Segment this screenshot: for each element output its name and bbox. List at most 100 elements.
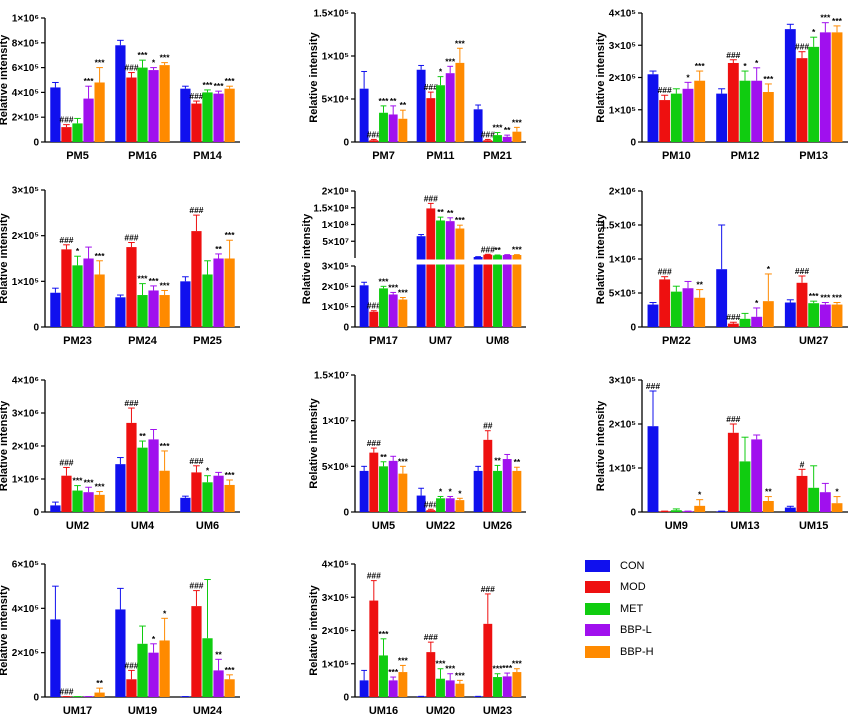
p9-bar-um13-mod (727, 432, 739, 512)
p1-significance-mark: *** (160, 53, 171, 63)
p10-significance-mark: ** (215, 649, 222, 659)
p8-x-label-um22: UM22 (426, 520, 455, 532)
p9-significance-mark: ### (726, 414, 740, 424)
legend-swatch-met (585, 602, 610, 615)
p10-y-axis-title: Relative intensity (0, 584, 10, 675)
p10-bar-um24-bbp-l (213, 670, 224, 697)
p3-y-tick-label: 3×10⁵ (609, 41, 637, 52)
p7-bar-um4-mod (126, 422, 137, 512)
p11-significance-mark: *** (379, 629, 390, 639)
p6-significance-mark: * (755, 298, 759, 308)
p4-significance-mark: *** (160, 280, 171, 290)
p5-significance-mark: *** (379, 276, 390, 286)
p6-significance-mark: ### (726, 312, 740, 322)
p6-y-tick-label: 0 (630, 323, 636, 334)
p4-significance-mark: ### (189, 205, 203, 215)
p3-bar-pm10-bbp-l (682, 88, 694, 142)
p2-bar-pm21-bbp-h (512, 131, 522, 142)
legend-swatch-mod (585, 581, 610, 594)
p5-significance-mark: *** (398, 288, 409, 298)
p3-x-label-pm13: PM13 (799, 150, 828, 162)
p7-x-label-um6: UM6 (196, 520, 219, 532)
p3-bar-pm10-bbp-h (694, 80, 706, 142)
legend-label-mod: MOD (620, 581, 646, 594)
p11-bar-um20-mod (426, 652, 436, 697)
p1-y-axis-title: Relative intensity (0, 34, 10, 125)
p6-bar-pm22-con (647, 304, 659, 327)
p5-bar-um7-bbp-l (445, 221, 455, 327)
p1-x-label-pm16: PM16 (128, 150, 157, 162)
p4-significance-mark: ** (215, 244, 222, 254)
p7-bar-um2-mod (61, 475, 72, 512)
p3-significance-mark: *** (763, 74, 774, 84)
p2-bar-pm7-mod (369, 140, 379, 142)
p2-significance-mark: ### (424, 82, 438, 92)
p7-bar-um2-bbp-l (83, 492, 94, 512)
p1-significance-mark: ### (124, 63, 138, 73)
p9-y-axis-title: Relative intensity (595, 400, 607, 491)
p8-significance-mark: * (458, 488, 462, 498)
p11-significance-mark: ### (481, 584, 495, 594)
p10-significance-mark: ### (59, 687, 73, 697)
p10-bar-um19-met (137, 643, 148, 697)
p4-bar-pm24-bbp-l (148, 290, 159, 327)
p1-significance-mark: * (152, 58, 156, 68)
p11-significance-mark: *** (455, 670, 466, 680)
p2-significance-mark: ** (390, 96, 397, 106)
p7-y-tick-label: 0 (33, 508, 39, 519)
p5-bar-pm17-con (359, 285, 369, 327)
p10-y-tick-label: 2×10⁵ (12, 648, 40, 659)
p1-y-tick-label: 1×10⁶ (12, 14, 39, 25)
p2-y-tick-label: 5×10⁴ (322, 95, 350, 106)
p3-bar-pm12-con (716, 93, 728, 142)
p1-y-tick-label: 8×10⁵ (12, 38, 40, 49)
p4-bar-pm25-bbp-h (224, 258, 235, 327)
p11-bar-um16-mod (369, 600, 379, 697)
p4-bar-pm25-met (202, 274, 213, 327)
p1-significance-mark: *** (203, 80, 214, 90)
p9-bar-um13-met (739, 461, 751, 512)
legend-label-con: CON (620, 559, 645, 572)
p6-y-tick-label: 2×10⁶ (609, 187, 636, 198)
p2-bar-pm21-bbp-l (502, 136, 512, 142)
p11-y-tick-label: 1×10⁵ (322, 659, 350, 670)
legend-item-mod: MOD (585, 577, 654, 599)
p10-bar-um19-bbp-h (159, 640, 170, 697)
p9-bar-um15-mod (796, 475, 808, 512)
p7-bar-um4-bbp-h (159, 470, 170, 512)
p2-x-label-pm11: PM11 (426, 150, 454, 162)
p3-bar-pm13-bbp-h (831, 32, 843, 142)
p4-significance-mark: *** (225, 230, 236, 240)
p3-significance-mark: * (743, 61, 747, 71)
p2-bar-pm7-bbp-l (388, 114, 398, 142)
p11-bar-um23-bbp-l (502, 676, 512, 697)
p8-bar-um5-met (379, 466, 388, 512)
p11-bar-um20-met (436, 678, 445, 697)
p11-significance-mark: *** (398, 655, 409, 665)
p1-bar-pm16-mod (126, 77, 137, 142)
p7-bar-um6-bbp-h (224, 484, 235, 512)
p3-y-tick-label: 2×10⁵ (609, 73, 637, 84)
p1-y-tick-label: 2×10⁵ (12, 113, 40, 124)
legend-label-met: MET (620, 602, 644, 615)
p8-bar-um26-bbp-h (512, 470, 522, 512)
p6-y-tick-label: 1×10⁶ (609, 255, 636, 266)
p3-significance-mark: ### (726, 50, 740, 60)
p2-bar-pm7-con (359, 88, 369, 142)
p5-bar-um8-con (473, 256, 483, 327)
p2-bar-pm21-con (473, 109, 483, 142)
p5-significance-mark: ** (437, 207, 444, 217)
p4-bar-pm23-con (50, 292, 61, 327)
p2-significance-mark: *** (379, 96, 390, 106)
p4-y-axis-title: Relative intensity (0, 212, 10, 303)
p3-bar-pm13-bbp-l (819, 32, 831, 142)
p3-y-tick-label: 4×10⁵ (609, 9, 637, 20)
p2-significance-mark: *** (455, 38, 466, 48)
p5-x-label-um7: UM7 (429, 335, 452, 347)
p7-significance-mark: *** (95, 482, 106, 492)
p4-bar-pm23-bbp-h (94, 274, 105, 327)
p10-y-tick-label: 0 (33, 693, 39, 704)
p11-significance-mark: *** (445, 664, 456, 674)
p8-significance-mark: ** (494, 455, 501, 465)
p10-bar-um19-bbp-l (148, 652, 159, 697)
